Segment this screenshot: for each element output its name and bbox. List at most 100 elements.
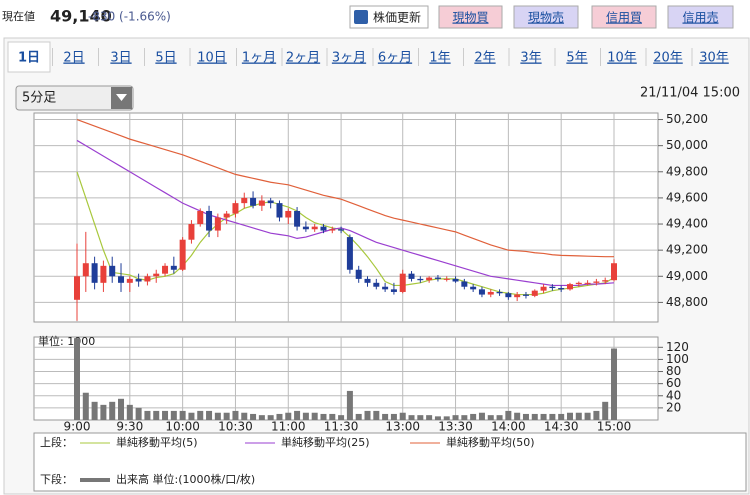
candle-body xyxy=(311,226,318,230)
candle-body xyxy=(443,278,450,280)
volume-bar xyxy=(188,412,195,420)
x-tick-label: 11:00 xyxy=(271,420,306,434)
button-label[interactable]: 現物売 xyxy=(528,10,564,25)
button[interactable] xyxy=(667,5,734,29)
y-tick-label: 49,400 xyxy=(666,217,708,231)
volume-bar xyxy=(232,410,239,420)
button-label[interactable]: 現物買 xyxy=(452,11,488,25)
button-label[interactable]: 株価更新 xyxy=(373,10,421,25)
tab[interactable]: 6ヶ月 xyxy=(378,51,412,66)
volume-bar xyxy=(276,413,283,420)
volume-bar xyxy=(452,415,459,420)
tab[interactable]: 10日 xyxy=(197,51,227,66)
candle-body xyxy=(584,282,591,284)
moving-average xyxy=(76,118,614,258)
candle-body xyxy=(478,289,485,295)
candle-body xyxy=(294,210,301,227)
button[interactable] xyxy=(591,5,657,29)
y-tick-label: 49,000 xyxy=(666,269,708,283)
volume-bar xyxy=(346,390,353,420)
volume-bar xyxy=(91,401,98,420)
candle-body xyxy=(188,224,195,240)
candle-body xyxy=(329,229,336,231)
button[interactable] xyxy=(438,5,503,29)
candle-body xyxy=(566,284,573,290)
y-tick-label: 100 xyxy=(666,352,689,366)
volume-bar xyxy=(566,412,573,420)
volume-bar xyxy=(118,398,125,420)
price-change: -830 (-1.66%) xyxy=(88,10,171,24)
volume-bar xyxy=(602,401,609,420)
volume-bar xyxy=(549,413,556,420)
candle-body xyxy=(408,273,415,279)
volume-bar xyxy=(250,413,257,420)
volume-bar xyxy=(135,407,142,420)
candle-body xyxy=(82,263,89,277)
legend-label: 出来高 単位:(1000株/口/枚) xyxy=(116,472,255,486)
tab[interactable]: 2日 xyxy=(63,51,84,66)
candle-body xyxy=(434,277,441,279)
x-tick-label: 15:00 xyxy=(597,420,632,434)
candle-body xyxy=(232,203,239,214)
volume-bar xyxy=(417,415,424,420)
candle-body xyxy=(593,281,600,283)
price: 49,140 xyxy=(50,7,112,26)
candle-body xyxy=(461,281,468,287)
x-tick-label: 9:30 xyxy=(116,420,143,434)
tab[interactable]: 3ヶ月 xyxy=(332,51,366,66)
y-tick-label: 49,600 xyxy=(666,190,708,204)
tab[interactable]: 1日 xyxy=(18,51,40,66)
volume-bar xyxy=(373,410,380,420)
x-tick-label: 11:30 xyxy=(324,420,359,434)
x-tick-label: 10:30 xyxy=(218,420,253,434)
candle-body xyxy=(373,282,380,287)
y-tick-label: 80 xyxy=(666,364,681,378)
volume-bar xyxy=(443,416,450,420)
volume-bar xyxy=(294,410,301,420)
candle-body xyxy=(496,291,503,294)
y-tick-label: 50,200 xyxy=(666,112,708,126)
candle-body xyxy=(179,239,186,270)
tab[interactable]: 3年 xyxy=(520,51,541,66)
candle-body xyxy=(144,276,151,282)
volume-bar xyxy=(206,410,213,420)
volume-bar xyxy=(584,412,591,420)
volume-bar xyxy=(611,348,617,420)
tab[interactable]: 2年 xyxy=(474,51,495,66)
volume-bar xyxy=(390,413,397,420)
volume-bar xyxy=(470,413,477,420)
volume-bar xyxy=(496,415,503,420)
volume-bar xyxy=(320,413,327,420)
button-label[interactable]: 信用売 xyxy=(682,10,718,25)
interval-select[interactable] xyxy=(15,85,134,111)
tab[interactable]: 30年 xyxy=(699,51,729,66)
candle-body xyxy=(223,213,230,218)
volume-bar xyxy=(329,413,336,420)
tab[interactable]: 20年 xyxy=(653,51,683,66)
button[interactable] xyxy=(513,5,579,29)
tab[interactable]: 1年 xyxy=(429,51,450,66)
candle-body xyxy=(285,210,292,218)
tab[interactable]: 2ヶ月 xyxy=(286,51,320,66)
volume-bar xyxy=(74,338,80,420)
volume-bar xyxy=(487,415,494,420)
volume-bar xyxy=(153,410,160,420)
tab[interactable]: 5年 xyxy=(566,51,587,66)
volume-bar xyxy=(267,415,274,420)
moving-average xyxy=(76,139,615,287)
tab[interactable]: 5日 xyxy=(155,51,176,66)
volume-bar xyxy=(426,415,433,420)
candle-body xyxy=(505,293,512,298)
button-label[interactable]: 信用買 xyxy=(606,11,642,25)
candle-body xyxy=(162,265,169,274)
candle-body xyxy=(118,276,125,283)
volume-bar xyxy=(514,412,521,420)
button[interactable] xyxy=(349,5,429,29)
volume-bar xyxy=(179,410,186,420)
volume-bar xyxy=(223,412,230,420)
volume-bar xyxy=(302,412,309,420)
tab[interactable]: 1ヶ月 xyxy=(242,51,276,66)
tab[interactable]: 10年 xyxy=(607,51,637,66)
tab[interactable]: 3日 xyxy=(110,51,131,66)
